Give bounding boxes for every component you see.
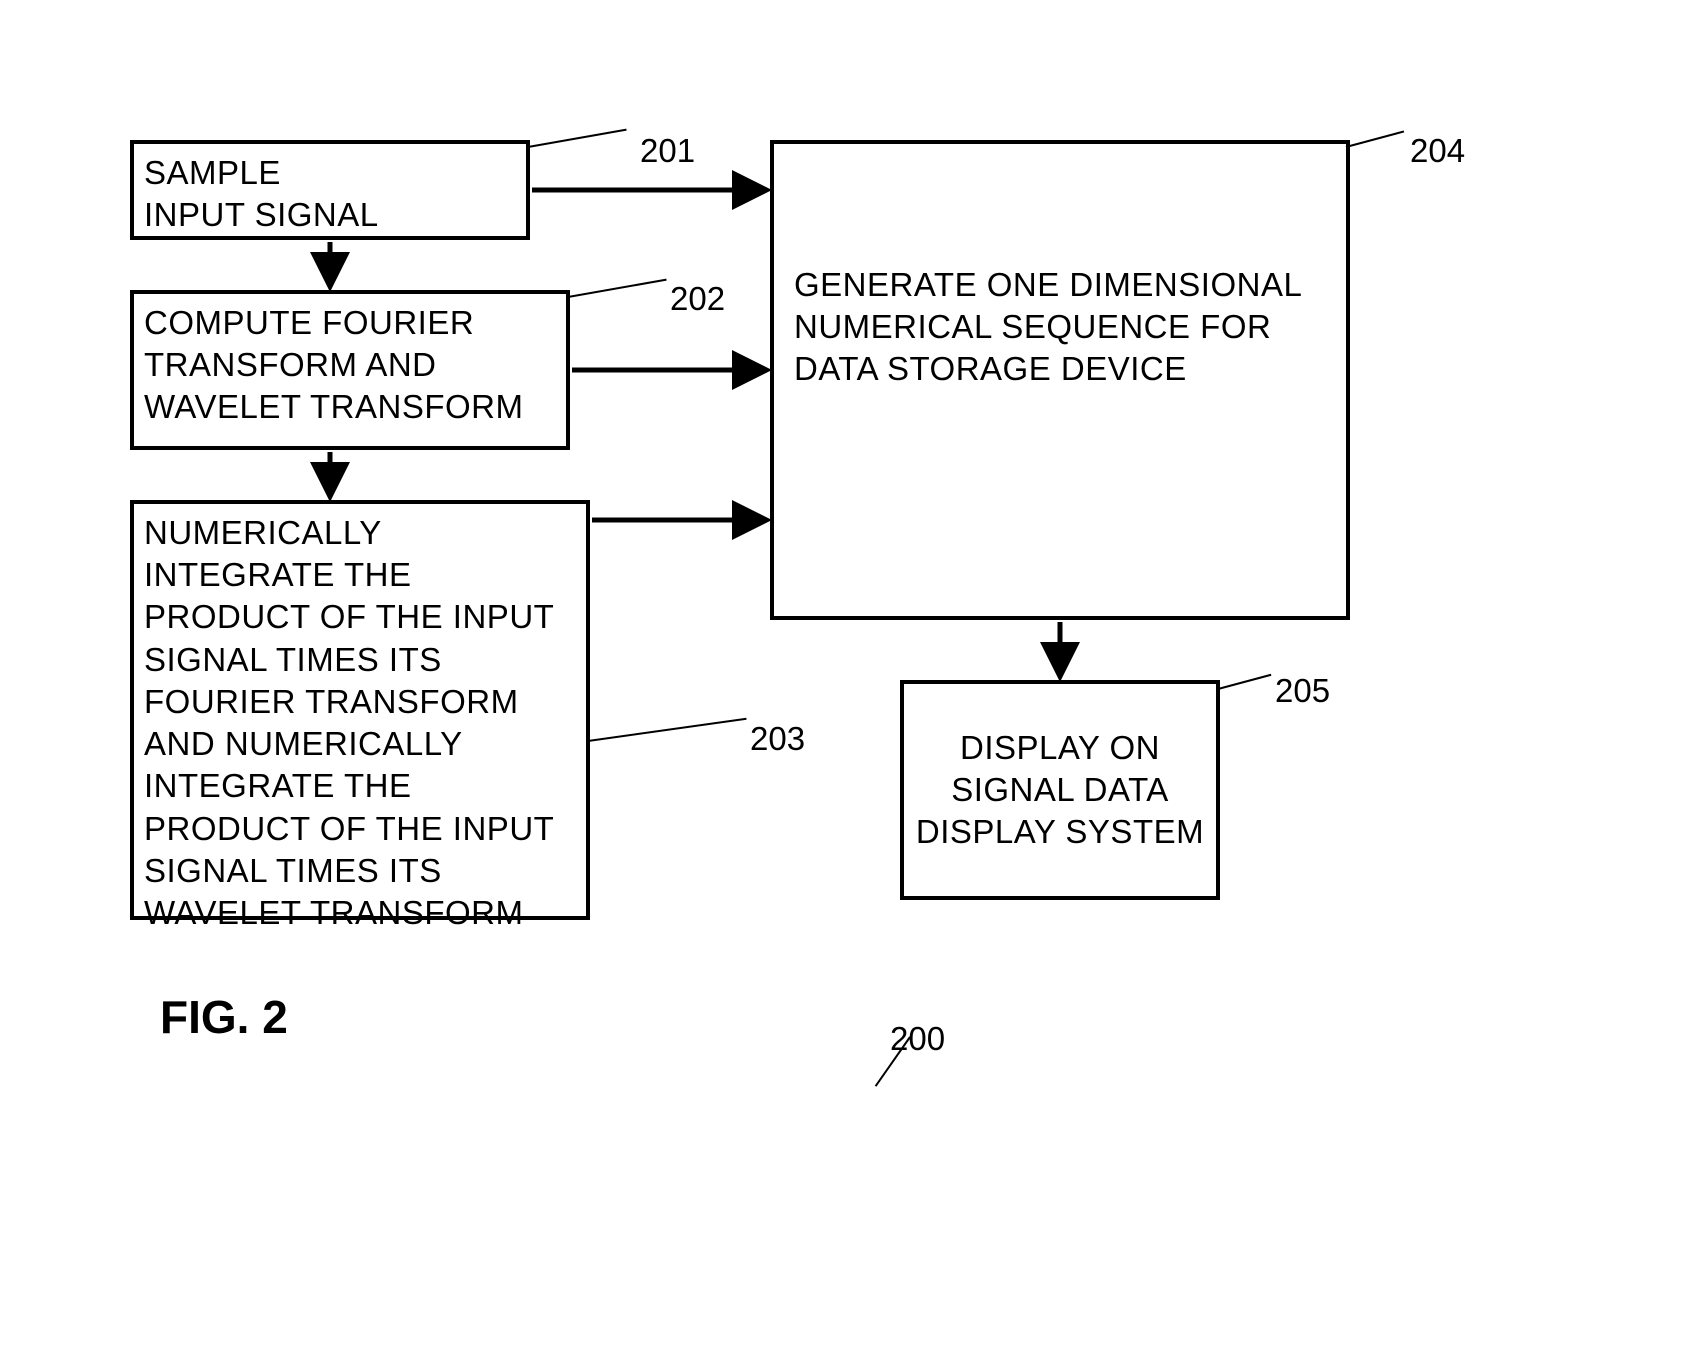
label-205: 205 xyxy=(1275,672,1330,710)
label-201: 201 xyxy=(640,132,695,170)
box-202-compute-transforms: COMPUTE FOURIER TRANSFORM AND WAVELET TR… xyxy=(130,290,570,450)
box-203-integrate: NUMERICALLY INTEGRATE THE PRODUCT OF THE… xyxy=(130,500,590,920)
box-204-generate-sequence: GENERATE ONE DIMENSIONAL NUMERICAL SEQUE… xyxy=(770,140,1350,620)
box-204-text: GENERATE ONE DIMENSIONAL NUMERICAL SEQUE… xyxy=(794,266,1301,387)
label-203: 203 xyxy=(750,720,805,758)
leader-204 xyxy=(1346,131,1404,148)
label-202: 202 xyxy=(670,280,725,318)
box-205-text: DISPLAY ON SIGNAL DATA DISPLAY SYSTEM xyxy=(914,727,1206,854)
leader-202 xyxy=(568,279,667,298)
leader-203 xyxy=(588,718,747,742)
label-204: 204 xyxy=(1410,132,1465,170)
box-201-text: SAMPLE INPUT SIGNAL xyxy=(144,154,379,233)
box-202-text: COMPUTE FOURIER TRANSFORM AND WAVELET TR… xyxy=(144,304,524,425)
figure-label: FIG. 2 xyxy=(160,990,288,1044)
box-201-sample-input: SAMPLE INPUT SIGNAL xyxy=(130,140,530,240)
flowchart-container: SAMPLE INPUT SIGNAL COMPUTE FOURIER TRAN… xyxy=(130,140,1530,1240)
leader-205 xyxy=(1218,674,1272,690)
leader-201 xyxy=(528,129,627,148)
box-205-display: DISPLAY ON SIGNAL DATA DISPLAY SYSTEM xyxy=(900,680,1220,900)
box-203-text: NUMERICALLY INTEGRATE THE PRODUCT OF THE… xyxy=(144,514,554,931)
